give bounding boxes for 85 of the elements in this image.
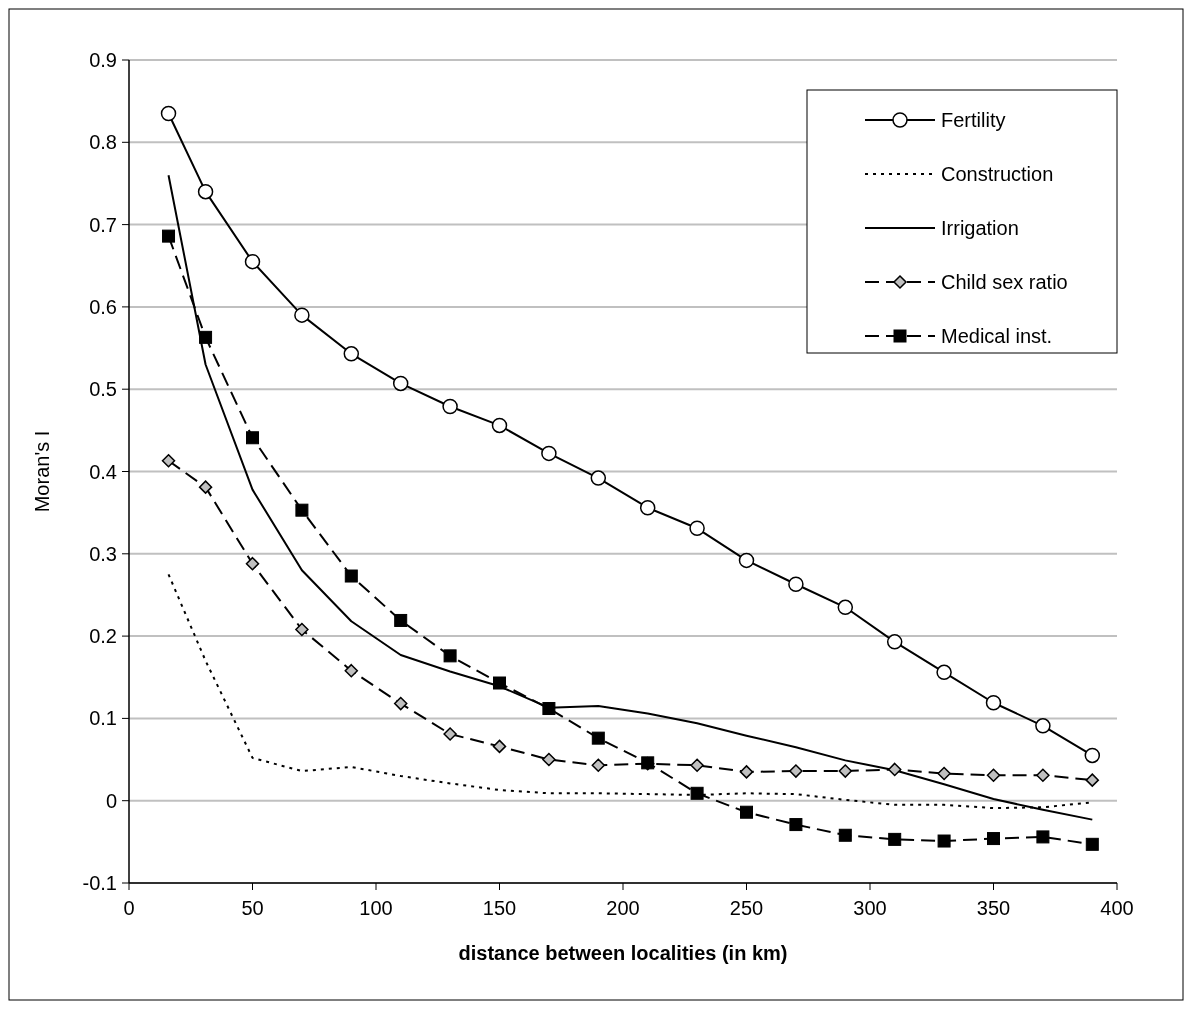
point: [344, 663, 359, 678]
point: [394, 613, 408, 627]
point: [1035, 718, 1051, 734]
x-tick-label: 200: [606, 897, 640, 919]
point: [295, 503, 309, 517]
point: [1084, 747, 1101, 764]
y-tick-label: -0.1: [82, 872, 117, 894]
point: [740, 805, 753, 819]
point: [246, 431, 259, 445]
point: [1036, 768, 1050, 782]
point: [160, 105, 177, 122]
point: [987, 832, 1000, 846]
point: [937, 834, 951, 848]
y-tick-label: 0: [105, 789, 117, 812]
point: [198, 480, 213, 494]
point: [245, 556, 260, 571]
point: [542, 752, 556, 767]
legend-label: Fertility: [941, 109, 1006, 131]
x-tick-label: 150: [482, 897, 517, 919]
point: [789, 764, 803, 778]
y-tick-label: 0.2: [89, 625, 117, 648]
legend-label: Construction: [941, 163, 1054, 185]
point: [789, 818, 803, 832]
y-tick-label: 0.6: [89, 295, 117, 318]
x-axis-title: distance between localities (in km): [458, 942, 788, 964]
y-tick-label: 0.7: [89, 213, 117, 236]
y-tick-label: 0.9: [89, 49, 117, 71]
point: [739, 765, 754, 779]
x-tick-label: 300: [853, 897, 887, 919]
point: [837, 599, 854, 616]
y-axis-title: Moran's I: [31, 430, 53, 513]
x-tick-label: 250: [729, 897, 764, 919]
legend-label: Irrigation: [941, 217, 1019, 239]
x-tick-label: 50: [241, 897, 264, 919]
point: [985, 695, 1002, 711]
point: [343, 346, 360, 362]
point: [491, 417, 508, 434]
point: [162, 229, 176, 243]
y-tick-label: 0.5: [89, 378, 117, 401]
point: [887, 762, 902, 777]
point: [886, 634, 903, 650]
y-tick-label: 0.4: [89, 460, 117, 483]
point: [493, 676, 506, 690]
legend-label: Medical inst.: [941, 325, 1053, 347]
point: [392, 375, 409, 392]
point: [161, 454, 176, 468]
point: [1085, 837, 1099, 851]
y-tick-label: 0.1: [89, 707, 117, 730]
point: [542, 702, 556, 716]
point: [442, 398, 458, 415]
point: [199, 330, 213, 344]
point: [1085, 773, 1100, 787]
point: [541, 445, 557, 462]
point: [244, 253, 261, 270]
point: [344, 569, 358, 583]
point: [838, 828, 852, 842]
point: [295, 622, 309, 637]
point: [443, 649, 457, 663]
y-tick-label: 0.3: [89, 542, 117, 565]
y-tick-label: 0.8: [89, 131, 117, 154]
point: [986, 768, 1001, 782]
point: [838, 764, 853, 778]
x-tick-label: 0: [123, 897, 135, 919]
point: [294, 307, 310, 323]
point: [937, 766, 951, 781]
point: [197, 183, 214, 200]
point: [492, 739, 507, 754]
point: [591, 731, 605, 745]
x-tick-label: 350: [976, 897, 1011, 919]
point: [689, 520, 705, 537]
point: [393, 696, 408, 711]
x-tick-label: 100: [359, 897, 393, 919]
point: [591, 758, 606, 773]
point: [590, 470, 607, 486]
point: [639, 499, 656, 516]
point: [1036, 830, 1050, 844]
x-tick-label: 400: [1100, 897, 1134, 919]
point: [888, 832, 902, 846]
point: [443, 727, 457, 741]
point: [936, 664, 952, 681]
legend-label: Child sex ratio: [941, 271, 1068, 293]
point: [690, 758, 704, 773]
point: [690, 786, 704, 800]
point: [738, 552, 755, 569]
point: [788, 576, 804, 592]
